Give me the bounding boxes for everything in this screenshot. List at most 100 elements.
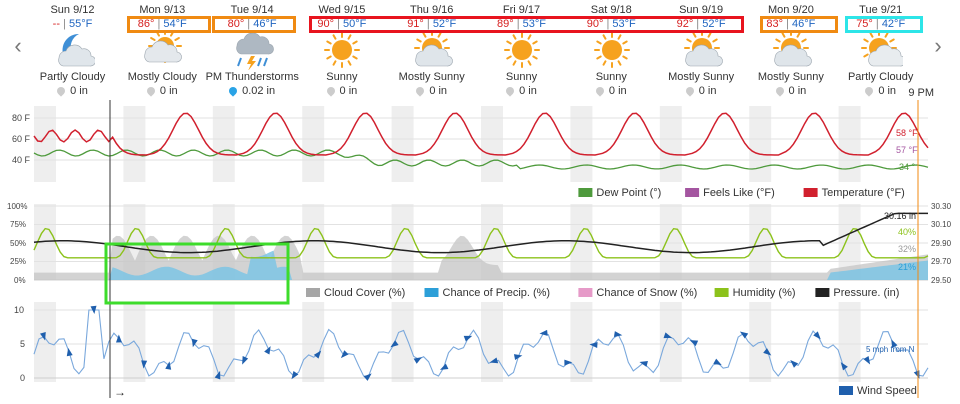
day-column[interactable]: Sun 9/19 92° | 52°F Mostly Sunny 0 in — [659, 0, 744, 104]
cursor-arrow: → — [114, 385, 126, 399]
day-temps: 75° | 42°F — [838, 18, 923, 30]
wind-end-label: 5 mph from N — [866, 345, 915, 354]
highlight-tue21-box — [845, 16, 923, 33]
cloud-end-label: 32% — [898, 244, 916, 254]
day-temps: 91° | 52°F — [389, 18, 474, 30]
precip-value: 0 in — [788, 85, 807, 97]
prev-arrow[interactable]: ‹ — [14, 33, 22, 58]
night-band — [391, 106, 414, 182]
precip-amount: 0 in — [838, 85, 923, 97]
legend-label[interactable]: Cloud Cover (%) — [324, 287, 405, 299]
temp-ytick-60: 60 F — [12, 134, 31, 144]
wind-direction-arrow — [214, 370, 221, 380]
wind-direction-arrow — [763, 348, 772, 356]
precip-value: 0 in — [698, 85, 717, 97]
condition-text: Mostly Sunny — [398, 71, 465, 83]
condition-text: Sunny — [326, 71, 358, 83]
wind-direction-arrow — [891, 339, 898, 348]
wind-direction-arrow — [413, 357, 422, 364]
legend-label[interactable]: Feels Like (°F) — [703, 187, 775, 199]
night-band — [212, 106, 235, 182]
precip-value: 0 in — [339, 85, 358, 97]
night-band — [302, 302, 325, 382]
legend-label[interactable]: Dew Point (°) — [596, 187, 661, 199]
temp-separator: | — [693, 18, 703, 30]
legend-swatch — [839, 386, 853, 395]
highlight-mon20-box — [760, 16, 838, 33]
day-column[interactable]: Mon 9/13 86° | 54°F Mostly Cloudy 0 in — [120, 0, 205, 104]
precip-value: 0 in — [878, 85, 897, 97]
day-name: Wed 9/15 — [318, 4, 366, 16]
day-column[interactable]: Mon 9/20 83° | 46°F Mostly Sunny 0 in — [748, 0, 833, 104]
wind-direction-arrow — [90, 305, 97, 314]
next-arrow[interactable]: › — [934, 33, 942, 58]
temp-separator: | — [334, 18, 344, 30]
condition-text: Sunny — [595, 71, 627, 83]
night-band — [212, 302, 235, 382]
precip-value: 0 in — [519, 85, 537, 97]
day-name: Tue 9/14 — [230, 4, 274, 16]
wind-direction-arrow — [539, 329, 548, 336]
day-column[interactable]: Sun 9/12 -- | 55°F Partly Cloudy 0 in — [30, 0, 115, 104]
day-column[interactable]: Tue 9/14 80° | 46°F PM Thunderstorms 0.02 i… — [206, 0, 299, 104]
wind-direction-arrow — [689, 340, 699, 347]
night-band — [659, 106, 682, 182]
legend-label[interactable]: Temperature (°F) — [822, 187, 905, 199]
day-name: Mon 9/13 — [139, 4, 186, 16]
atm-ytick-100: 100% — [7, 202, 27, 211]
legend-label[interactable]: Humidity (%) — [733, 287, 796, 299]
temperature-chart: 80 F 60 F 40 F 58 °F 57 °F 34 ° — [12, 106, 929, 182]
wind-direction-arrow — [313, 350, 322, 359]
wind-direction-arrow — [463, 335, 473, 342]
sunny-icon — [593, 32, 630, 68]
precip-amount: 0.02 in — [210, 85, 295, 97]
day-column[interactable]: Fri 9/17 89° | 53°F Sunny 0 in — [479, 0, 564, 104]
wind-direction-arrow — [291, 370, 299, 380]
wind-direction-arrow — [564, 359, 573, 366]
low-temp: 42°F — [881, 18, 906, 30]
wind-direction-arrow — [242, 356, 249, 365]
high-temp: 92° — [676, 18, 694, 30]
dew-end-label: 34 ° — [899, 162, 916, 172]
atm-ytick-75: 75% — [10, 220, 26, 229]
low-temp: 52°F — [702, 18, 726, 30]
day-column[interactable]: Thu 9/16 91° | 52°F Mostly Sunny 0 in — [389, 0, 474, 104]
wind-direction-arrow — [513, 354, 523, 361]
temp-separator: | — [59, 18, 69, 30]
night-band — [34, 302, 56, 382]
low-temp: 55°F — [68, 18, 93, 30]
wind-ytick-5: 5 — [20, 339, 25, 349]
night-band — [391, 204, 414, 280]
high-temp: 86° — [137, 18, 155, 30]
day-column[interactable]: Wed 9/15 90° | 50°F Sunny 0 in — [299, 0, 384, 104]
high-temp: 90° — [586, 18, 604, 30]
night-band — [570, 302, 593, 382]
day-temps: 89° | 53°F — [479, 18, 564, 30]
day-column[interactable]: Sat 9/18 90° | 53°F Sunny 0 in — [569, 0, 654, 104]
legend-swatch — [815, 288, 830, 297]
high-temp: 90° — [317, 18, 335, 30]
wind-direction-arrow — [713, 358, 722, 366]
temperature-line — [33, 112, 929, 156]
wind-direction-arrow — [739, 331, 749, 339]
precip-amount: 0 in — [389, 85, 474, 97]
pres-ytick-3010: 30.10 — [931, 220, 952, 229]
highlight-green-box — [104, 242, 290, 305]
wind-ytick-0: 0 — [20, 373, 25, 383]
legend-swatch — [714, 288, 729, 297]
legend-label[interactable]: Chance of Snow (%) — [596, 287, 697, 299]
wind-direction-arrow — [863, 356, 871, 365]
day-column[interactable]: Tue 9/21 75° | 42°F Partly Cloudy 0 in — [838, 0, 923, 104]
legend-label[interactable]: Pressure. (in) — [833, 287, 899, 299]
condition-text: Mostly Sunny — [668, 71, 735, 83]
legend-label[interactable]: Chance of Precip. (%) — [443, 287, 551, 299]
wind-chart: 10 5 0 5 mph from N — [14, 302, 929, 383]
mostly-sunny-icon — [773, 30, 813, 67]
legend-label[interactable]: Wind Speed — [857, 385, 917, 397]
temp-separator: | — [244, 18, 254, 30]
pres-ytick-2990: 29.90 — [931, 239, 952, 248]
low-temp: 53°F — [522, 18, 546, 30]
wind-direction-arrow — [40, 332, 46, 341]
night-band — [481, 302, 503, 382]
